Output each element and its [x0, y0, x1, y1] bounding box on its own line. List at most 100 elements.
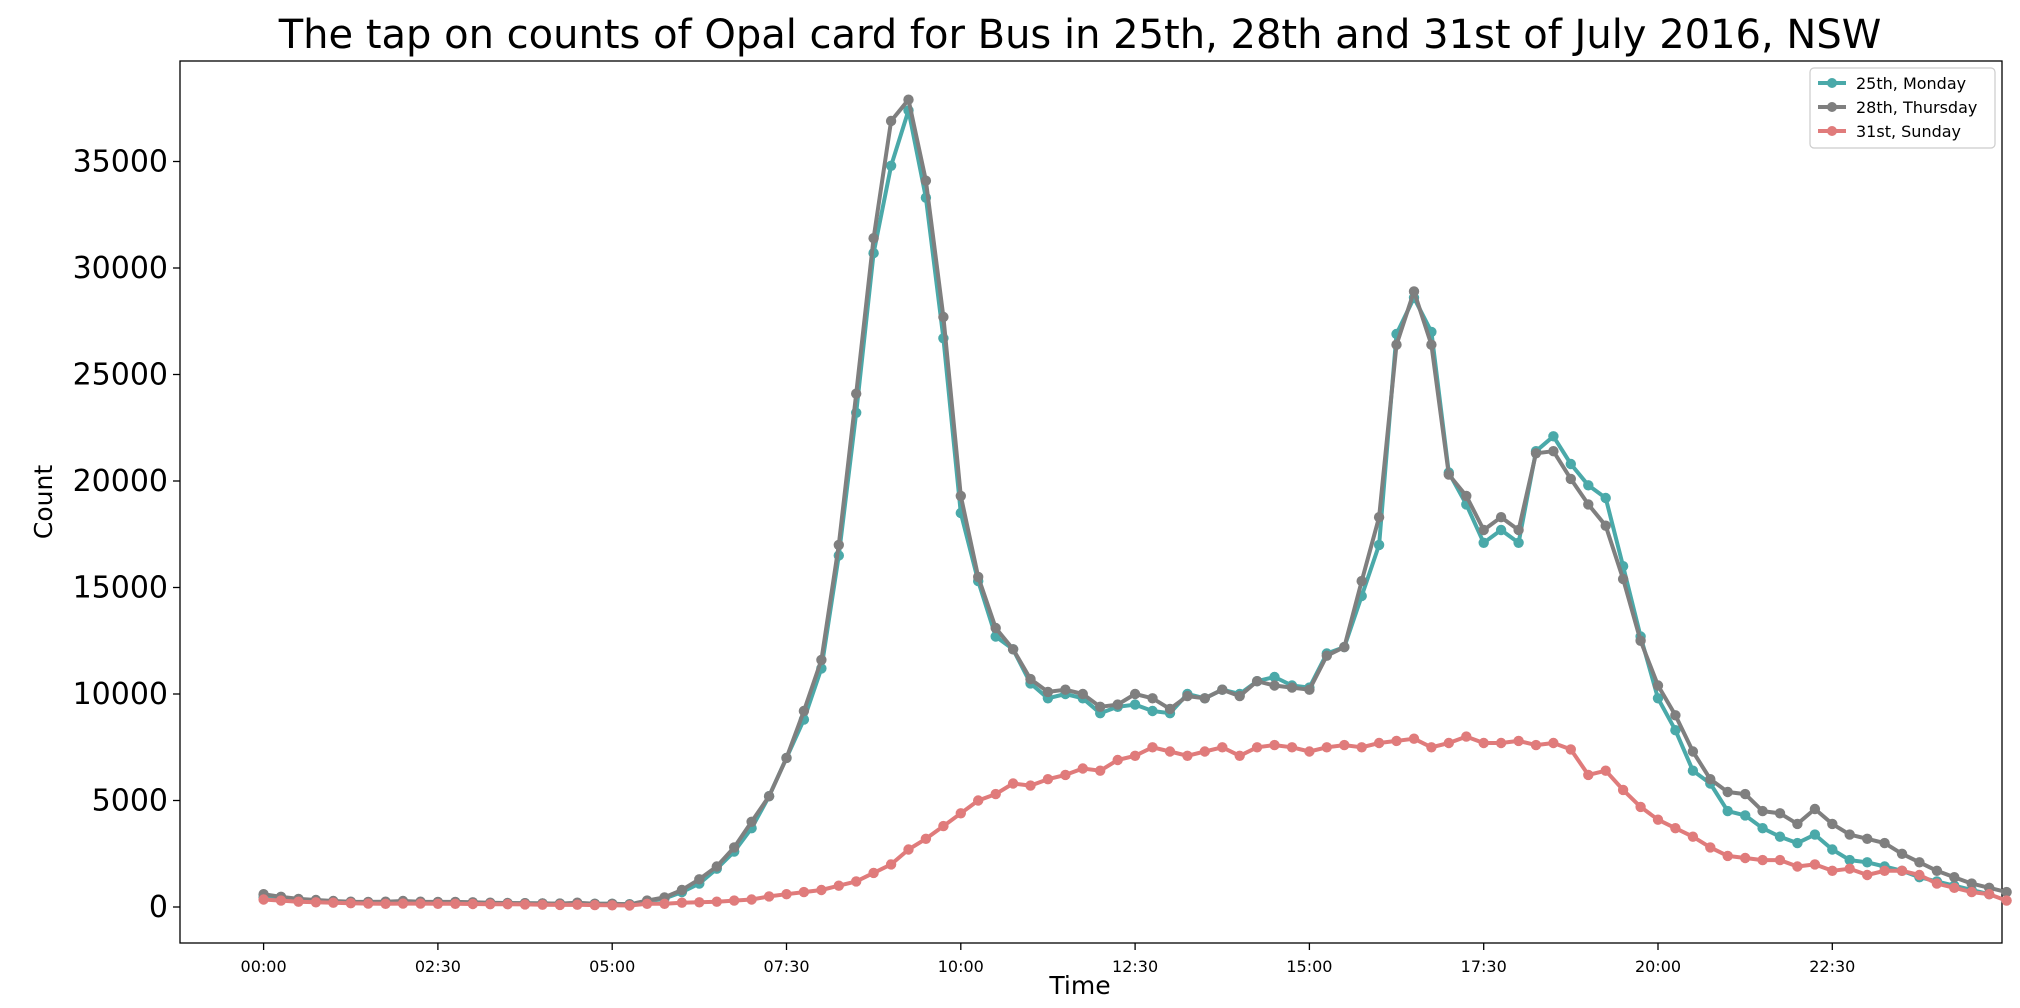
legend-label-monday: 25th, Monday [1856, 74, 1966, 93]
data-point [938, 311, 949, 323]
y-tick-label: 15000 [73, 571, 168, 606]
data-point [798, 886, 810, 898]
data-point [328, 897, 339, 908]
y-tick-label: 5000 [92, 784, 168, 819]
data-point [1757, 823, 1768, 834]
data-point [1687, 831, 1699, 842]
data-point [467, 898, 478, 910]
data-point [1356, 742, 1367, 753]
data-point [1757, 854, 1768, 866]
legend-marker-thursday [1827, 102, 1837, 112]
data-point [1025, 673, 1036, 685]
data-point [1286, 682, 1298, 693]
data-point [1548, 446, 1559, 457]
data-point [432, 898, 444, 909]
data-point [746, 894, 757, 905]
data-point [1339, 641, 1350, 653]
y-tick-label: 30000 [73, 251, 168, 286]
data-point [990, 788, 1001, 800]
data-point [1757, 805, 1768, 817]
data-point [1112, 754, 1123, 766]
data-point [1705, 842, 1716, 853]
data-point [763, 891, 775, 902]
data-point [1949, 882, 1960, 893]
data-point [1304, 746, 1315, 757]
legend-item-sunday: 31st, Sunday [1818, 122, 1961, 141]
x-tick-label: 00:00 [241, 957, 287, 976]
data-point [851, 876, 862, 887]
legend-item-thursday: 28th, Thursday [1818, 98, 1977, 117]
data-point [1182, 690, 1193, 702]
data-point [1147, 693, 1158, 704]
data-point [572, 899, 583, 910]
data-point [1809, 859, 1821, 870]
data-point [1269, 680, 1280, 691]
data-point [1740, 788, 1751, 800]
data-point [1914, 857, 1925, 868]
legend: 25th, Monday 28th, Thursday 31st, Sunday [1809, 67, 1996, 149]
data-point [1164, 746, 1176, 757]
data-point [816, 884, 827, 896]
data-point [1443, 737, 1455, 749]
data-point [920, 175, 932, 186]
legend-marker-sunday [1827, 126, 1837, 136]
data-point [1740, 852, 1751, 864]
data-point [1740, 810, 1751, 821]
data-point [1495, 737, 1507, 749]
data-point [1129, 688, 1141, 700]
data-point [450, 898, 461, 909]
data-point [1077, 688, 1089, 700]
y-axis: 0 5000 10000 15000 20000 25000 30000 35000 [73, 145, 180, 925]
data-point [1635, 635, 1646, 646]
data-point [1373, 539, 1385, 551]
data-point [1513, 537, 1524, 548]
data-point [485, 899, 496, 910]
data-point [1931, 865, 1943, 876]
x-tick-label: 10:00 [938, 957, 984, 976]
data-point [1478, 524, 1489, 536]
data-point [1652, 814, 1664, 825]
data-point [1391, 735, 1402, 747]
data-point [1966, 886, 1977, 898]
legend-box [1809, 67, 1996, 149]
data-point [1862, 833, 1873, 844]
data-point [1007, 778, 1019, 789]
data-point [1373, 737, 1385, 749]
data-point [973, 795, 984, 806]
data-point [363, 898, 374, 909]
data-point [1617, 784, 1629, 796]
data-point [1478, 537, 1489, 548]
data-point [1687, 746, 1699, 757]
data-point [1722, 786, 1733, 798]
data-point [990, 622, 1001, 634]
data-point [1792, 818, 1803, 830]
data-point [310, 897, 322, 908]
data-point [607, 900, 618, 911]
data-point [1251, 676, 1263, 687]
data-point [833, 539, 844, 551]
data-point [345, 898, 356, 909]
data-point [1234, 750, 1245, 761]
data-point [1827, 844, 1838, 855]
data-point [920, 833, 932, 844]
x-tick-label: 22:30 [1809, 957, 1855, 976]
data-point [1774, 808, 1786, 819]
data-point [973, 571, 984, 583]
data-point [1199, 693, 1211, 704]
data-point [1234, 690, 1245, 702]
data-point [1408, 286, 1420, 297]
data-point [1461, 490, 1472, 502]
data-point [1966, 878, 1977, 889]
data-point [1896, 848, 1908, 859]
data-point [1129, 699, 1141, 710]
data-point [1199, 746, 1211, 757]
data-point [1792, 837, 1803, 849]
data-point [1495, 512, 1507, 523]
data-point [2001, 895, 2012, 906]
data-point [275, 895, 287, 906]
data-point [1112, 699, 1123, 710]
data-point [537, 899, 548, 910]
data-point [903, 844, 914, 855]
data-point [1949, 872, 1960, 883]
data-point [676, 884, 688, 896]
